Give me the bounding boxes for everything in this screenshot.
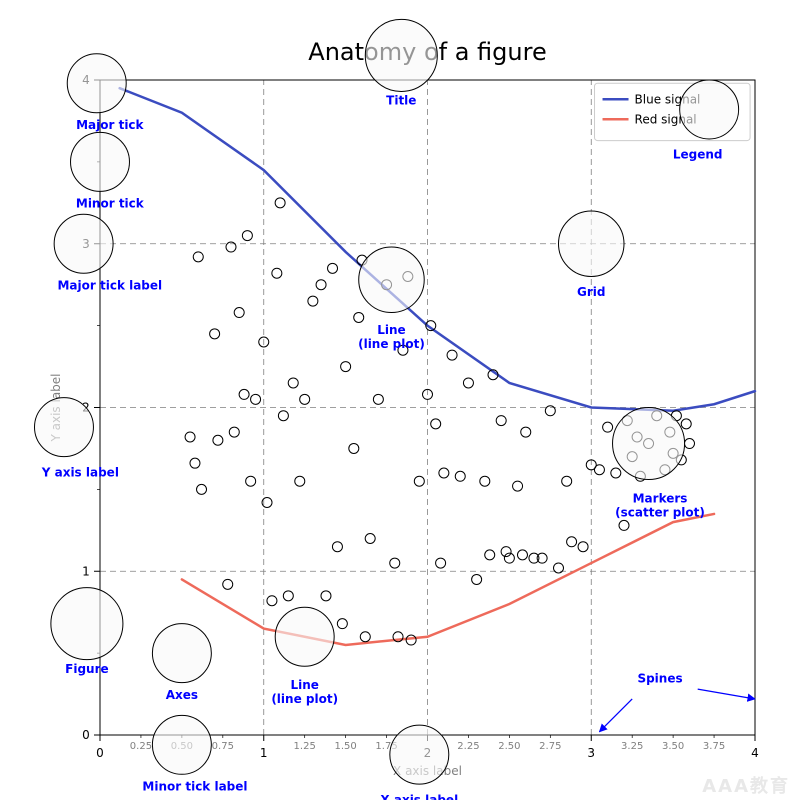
annotation-label: Axes bbox=[166, 688, 198, 702]
annotation-label: Spines bbox=[637, 672, 682, 686]
annotation-label: Figure bbox=[65, 662, 109, 676]
figure-svg: 012340.250.500.751.251.501.752.252.502.7… bbox=[0, 0, 800, 800]
x-minor-tick-label: 1.50 bbox=[334, 741, 356, 752]
x-minor-tick-label: 3.50 bbox=[662, 741, 684, 752]
x-minor-tick-label: 2.25 bbox=[457, 741, 479, 752]
x-minor-tick-label: 1.25 bbox=[294, 741, 316, 752]
x-major-tick-label: 1 bbox=[260, 746, 268, 760]
annotation-label: X axis label bbox=[380, 793, 458, 800]
annotation-label: Title bbox=[386, 94, 416, 108]
y-major-tick-label: 1 bbox=[82, 564, 90, 578]
annotation-label: Minor tick bbox=[76, 197, 145, 211]
watermark: AAA教育 bbox=[702, 775, 790, 797]
annotation-label: Legend bbox=[673, 148, 723, 162]
y-major-tick-label: 0 bbox=[82, 728, 90, 742]
x-major-tick-label: 3 bbox=[587, 746, 595, 760]
annotation-label: Major tick label bbox=[57, 279, 162, 293]
x-major-tick-label: 4 bbox=[751, 746, 759, 760]
x-minor-tick-label: 3.25 bbox=[621, 741, 643, 752]
x-minor-tick-label: 3.75 bbox=[703, 741, 725, 752]
annotation-label: Y axis label bbox=[41, 465, 119, 479]
x-minor-tick-label: 2.75 bbox=[539, 741, 561, 752]
annotation-label: Major tick bbox=[76, 118, 144, 132]
x-minor-tick-label: 0.25 bbox=[130, 741, 152, 752]
x-minor-tick-label: 2.50 bbox=[498, 741, 520, 752]
annotation-label: Grid bbox=[577, 285, 605, 299]
annotation-label: Minor tick label bbox=[142, 780, 247, 794]
x-minor-tick-label: 0.75 bbox=[212, 741, 234, 752]
x-major-tick-label: 0 bbox=[96, 746, 104, 760]
